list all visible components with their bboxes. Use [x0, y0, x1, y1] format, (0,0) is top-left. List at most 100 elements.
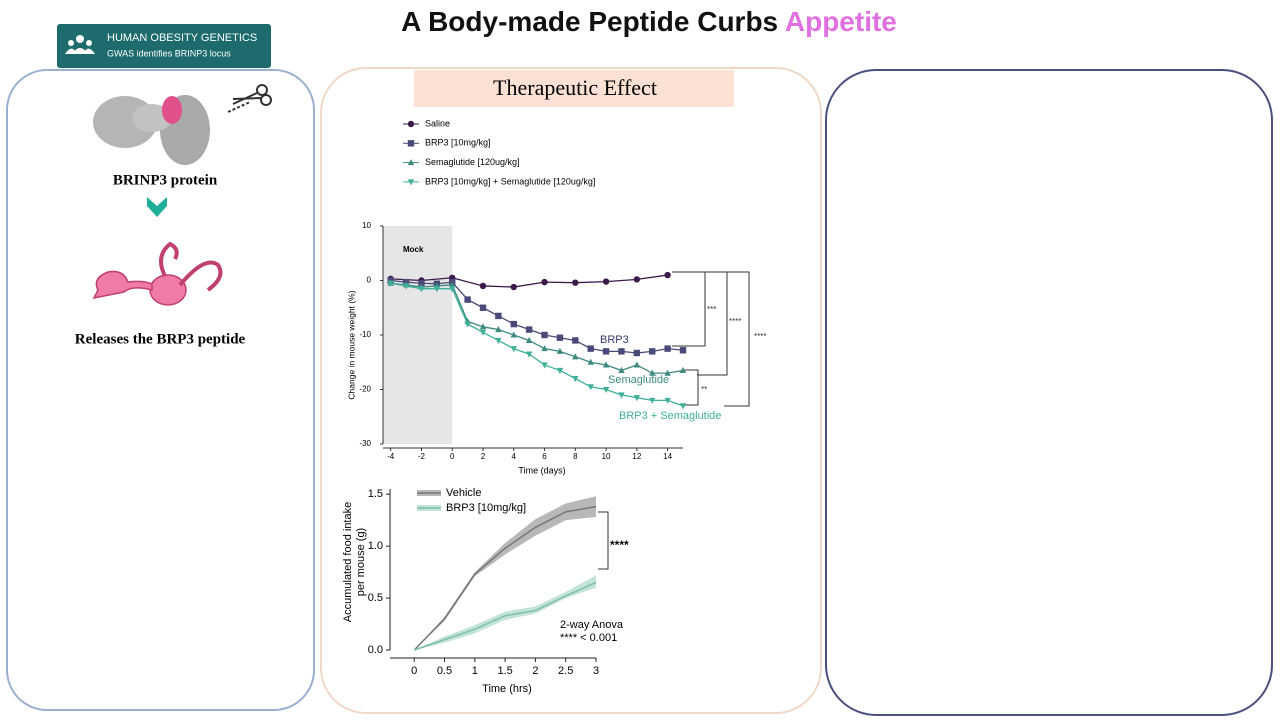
y-tick-label: -20	[359, 385, 371, 394]
data-point	[679, 347, 687, 354]
x-tick-label: 3	[593, 665, 599, 677]
y-tick-label: 1.5	[368, 488, 383, 500]
peptide-label: Releases the BRP3 peptide	[75, 331, 246, 347]
data-point	[495, 312, 502, 320]
data-point	[418, 286, 425, 293]
annotation: ****	[729, 317, 741, 326]
x-tick-label: 8	[573, 452, 578, 461]
legend-label: Saline	[425, 118, 450, 128]
data-point	[572, 376, 579, 383]
data-point	[633, 349, 641, 357]
annotation: BRP3	[600, 334, 629, 346]
right-panel	[825, 69, 1273, 716]
annotation: ****	[754, 332, 766, 341]
annotation: BRP3 + Semaglutide	[619, 410, 721, 422]
y-tick-label: -10	[359, 330, 371, 339]
data-point	[464, 296, 471, 303]
x-tick-label: 0	[411, 665, 417, 677]
data-point	[649, 348, 656, 355]
data-point	[679, 403, 687, 410]
data-point	[587, 358, 594, 365]
y-axis-label: Accumulated food intake	[342, 502, 354, 622]
x-tick-label: 10	[602, 452, 611, 461]
data-point	[510, 346, 517, 353]
annotation: **	[701, 385, 707, 394]
x-tick-label: 4	[512, 452, 517, 461]
series-line	[390, 274, 668, 288]
series-line	[413, 581, 597, 651]
legend-label: BRP3 [10mg/kg]	[446, 502, 526, 514]
data-point	[479, 282, 487, 290]
data-point	[510, 331, 517, 338]
data-point	[479, 329, 487, 336]
data-point	[525, 326, 533, 333]
series-line	[413, 505, 597, 651]
legend-marker	[407, 179, 415, 186]
legend-label: BRP3 [10mg/kg]	[425, 138, 491, 148]
x-tick-label: 12	[632, 452, 641, 461]
x-tick-label: 1.5	[497, 665, 512, 677]
section-title: Therapeutic Effect	[493, 75, 657, 100]
data-point	[618, 348, 625, 355]
data-point	[556, 367, 564, 374]
x-axis-label: Time (days)	[518, 465, 565, 475]
badge-title: HUMAN OBESITY GENETICS	[107, 32, 257, 44]
data-point	[433, 286, 441, 293]
legend-marker	[407, 140, 415, 147]
section-header	[414, 70, 734, 107]
x-tick-label: 14	[663, 452, 672, 461]
data-point	[464, 321, 471, 328]
legend-label: Semaglutide [120ug/kg]	[425, 157, 520, 167]
data-point	[602, 278, 610, 285]
data-point	[479, 304, 487, 311]
x-tick-label: 1	[472, 665, 478, 677]
data-point	[633, 395, 641, 402]
legend-marker	[407, 159, 415, 166]
y-tick-label: -30	[359, 439, 371, 448]
annotation: ***	[707, 305, 716, 314]
significance-brackets	[598, 271, 750, 570]
x-tick-label: 6	[542, 452, 547, 461]
data-point	[602, 361, 610, 368]
y-tick-label: 10	[362, 221, 371, 230]
annotation: **** < 0.001	[560, 632, 617, 644]
badge	[57, 24, 271, 68]
data-point	[633, 361, 641, 368]
data-point	[587, 345, 594, 352]
protein-label: BRINP3 protein	[113, 172, 218, 188]
x-tick-label: 0.5	[437, 665, 452, 677]
data-point	[418, 280, 425, 287]
data-point	[525, 351, 533, 358]
x-tick-label: -4	[387, 452, 395, 461]
mock-label: Mock	[403, 245, 424, 254]
data-point	[649, 397, 656, 404]
x-tick-label: -2	[418, 452, 426, 461]
confidence-band	[414, 575, 596, 650]
badge-subtitle: GWAS identifies BRINP3 locus	[107, 48, 231, 58]
slide-title: A Body-made Peptide Curbs Appetite	[401, 6, 897, 37]
data-point	[541, 331, 548, 339]
annotation: 2-way Anova	[560, 619, 624, 631]
data-point	[664, 397, 671, 404]
x-tick-label: 2.5	[558, 665, 573, 677]
data-point	[510, 283, 517, 291]
x-axis-label: Time (hrs)	[482, 683, 532, 695]
data-point	[664, 271, 671, 279]
peptide-illustration	[92, 241, 223, 306]
mock-region	[383, 226, 453, 444]
data-point	[541, 278, 548, 286]
y-tick-label: 1.0	[368, 540, 383, 552]
legend-marker	[407, 120, 415, 128]
title-highlight: Appetite	[785, 6, 897, 37]
data-point	[510, 320, 517, 328]
x-tick-label: 2	[532, 665, 538, 677]
down-arrow	[147, 197, 167, 217]
data-point	[649, 369, 656, 376]
data-point	[449, 286, 456, 293]
data-point	[572, 337, 579, 344]
left-panel	[6, 69, 315, 711]
data-point	[602, 386, 610, 394]
data-point	[633, 276, 641, 283]
